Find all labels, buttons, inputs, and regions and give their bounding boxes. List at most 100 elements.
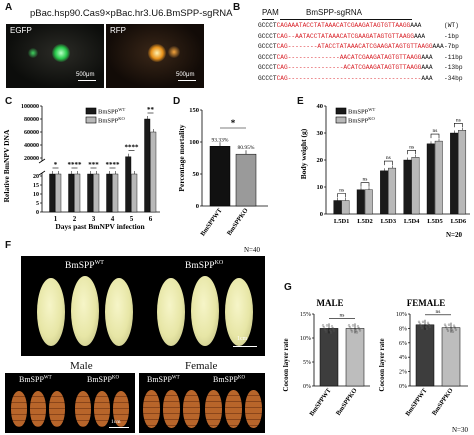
male-ko-pupa-1 <box>75 391 91 427</box>
g-data-point <box>347 324 351 327</box>
e-bar <box>403 159 412 215</box>
seq-tag: -7bp <box>444 43 459 50</box>
female-pupa-photo: BmSPPWT BmSPPKO <box>139 373 265 433</box>
c-sig-stars: ** <box>147 106 155 114</box>
seq-target: CAG--------------AACATCGAAGATAGTGTTAAGG <box>276 53 422 61</box>
rfp-caption: RFP <box>110 26 126 35</box>
c-bar <box>55 173 62 213</box>
d-value-label: 80.95% <box>238 145 255 151</box>
c-ytick-label: 0 <box>36 210 39 216</box>
g-data-point <box>348 326 352 329</box>
c-bar <box>112 173 119 213</box>
pupa-scalebar: 1cm <box>111 419 121 425</box>
g-data-point <box>356 325 360 328</box>
g-data-point <box>454 328 458 331</box>
sgrna-label: BmSPP-sgRNA <box>306 8 363 17</box>
g-ytick-label: 5% <box>303 360 311 366</box>
cocoon-ko-3 <box>225 278 253 346</box>
e-legend-ko-swatch <box>335 116 347 124</box>
c-axis-break <box>38 158 46 164</box>
g-female-ylabel: Cocoon layer rate <box>378 338 386 391</box>
chart-c: Relative BmNPV DNA Days past BmNPV infec… <box>2 104 160 231</box>
e-sig-bracket <box>360 182 370 187</box>
e-sig-bracket <box>430 133 440 139</box>
cocoon-wt-3 <box>105 278 133 346</box>
g-data-point <box>450 328 454 331</box>
e-legend-ko: BmSPPKO <box>348 116 375 125</box>
c-bar <box>87 173 94 213</box>
c-legend-ko: BmSPPKO <box>98 116 125 125</box>
g-data-point <box>324 330 328 333</box>
e-xtick-label: L5D2 <box>357 218 373 225</box>
c-sig-stars: **** <box>106 161 121 169</box>
g-data-point <box>332 329 336 332</box>
chart-e: Body weight (g) 0 10 20 30 40 ns L5D1 ns L5D2 ns L… <box>299 103 470 239</box>
c-bar <box>150 131 157 213</box>
c-ylabel: Relative BmNPV DNA <box>2 129 11 202</box>
c-bar <box>131 173 138 213</box>
g-data-point <box>350 330 354 333</box>
seq-target: CAG--------ATACCTATAAACATCGAAGATAGTGTTAA… <box>276 43 433 50</box>
c-sig-stars: * <box>54 161 58 169</box>
c-bar <box>125 156 132 213</box>
g-data-point <box>444 325 448 328</box>
seq-prefix: GCCCT <box>258 74 277 82</box>
d-bar <box>209 146 231 207</box>
c-legend-ko-swatch <box>85 116 97 124</box>
g-ytick-label: 2% <box>399 370 407 376</box>
g-data-point <box>328 329 332 332</box>
female-wt-pupa-1 <box>143 390 160 428</box>
panel-label-e: E <box>297 96 304 107</box>
c-axis-break <box>38 170 46 176</box>
c-xtick-label: 4 <box>111 215 115 223</box>
d-xtick-label: BmSPPWT <box>199 207 224 238</box>
g-female-title: FEMALE <box>407 298 446 308</box>
egfp-scalebar-line <box>78 80 96 81</box>
male-ko-pupa-2 <box>94 391 110 427</box>
g-ytick-label: 8% <box>399 326 407 332</box>
e-xtick-label: L5D6 <box>451 218 467 225</box>
cocoon-wt-2 <box>71 276 99 346</box>
g-data-point <box>427 323 431 326</box>
panel-label-c: C <box>5 96 13 107</box>
g-bar <box>319 328 339 387</box>
e-bar <box>364 189 373 215</box>
e-bar <box>411 157 420 215</box>
c-xtick-label: 2 <box>73 215 77 223</box>
e-bar <box>426 143 435 215</box>
chart-g: MALE FEMALE Cocoon layer rate Cocoon lay… <box>282 298 469 434</box>
seq-suffix: AAA <box>421 74 433 82</box>
cocoon-ko-1 <box>157 278 185 346</box>
c-bar <box>74 173 81 213</box>
c-ytick-label: 20000 <box>24 156 39 162</box>
male-wt-pupa-3 <box>49 391 65 427</box>
g-data-point <box>446 329 450 332</box>
g-data-point <box>420 326 424 329</box>
e-ytick-label: 10 <box>317 184 324 191</box>
g-ytick-label: 0% <box>303 384 311 390</box>
rfp-scalebar: 500μm <box>176 72 195 78</box>
g-data-point <box>443 323 447 326</box>
g-data-point <box>452 324 456 327</box>
c-xtick-label: 5 <box>130 215 134 223</box>
female-heading: Female <box>185 360 218 372</box>
seq-suffix: AAA <box>410 22 422 29</box>
g-ytick-label: 10% <box>396 312 407 318</box>
female-ko-label: BmSPPKO <box>213 375 246 384</box>
e-n-note: N=20 <box>446 231 463 239</box>
seq-tag: (WT) <box>444 22 459 29</box>
seq-tag: -13bp <box>444 64 463 71</box>
g-data-point <box>417 320 421 323</box>
g-ytick-label: 15% <box>300 312 311 318</box>
g-data-point <box>421 320 425 323</box>
sequence-alignment: GCCCTCAGAAATACCTATAAACATCGAAGATAGTGTTAAG… <box>258 22 472 85</box>
d-xtick-label: BmSPPKO <box>226 207 250 237</box>
e-bar <box>333 200 342 215</box>
g-data-point <box>424 325 428 328</box>
female-ko-pupa-2 <box>225 390 242 428</box>
sequence-row: GCCCTCAGAAATACCTATAAACATCGAAGATAGTGTTAAG… <box>258 22 472 33</box>
cocoon-wt-1 <box>37 278 65 346</box>
seq-target: CAG---------------ACATCGAAGATAGTGTTAAGG <box>276 64 422 71</box>
female-wt-label: BmSPPWT <box>147 375 180 384</box>
c-bar <box>68 173 75 213</box>
